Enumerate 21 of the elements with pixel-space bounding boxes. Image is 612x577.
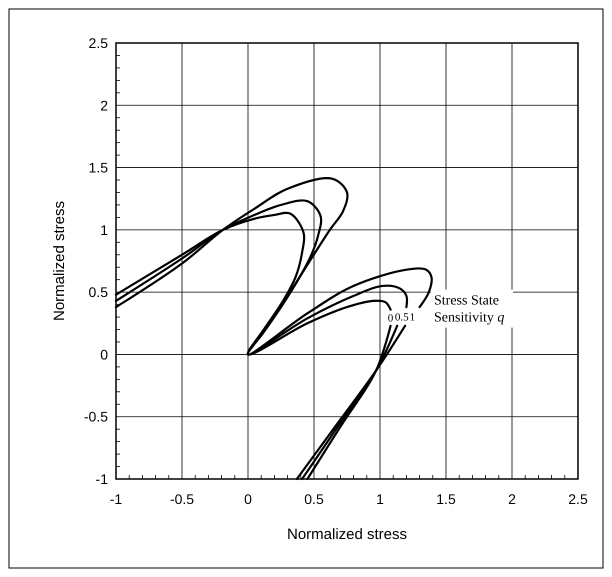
y-tick-label: -0.5 xyxy=(84,408,108,425)
y-tick-label: 0.5 xyxy=(88,284,108,300)
x-tick-label: -0.5 xyxy=(170,491,194,507)
x-axis-title: Normalized stress xyxy=(286,526,408,543)
y-tick-label: 1 xyxy=(100,222,108,238)
x-tick-label: 1 xyxy=(376,491,384,507)
x-tick-label: 0.5 xyxy=(304,491,324,507)
series-label: 0 xyxy=(388,312,394,325)
x-tick-label: 1.5 xyxy=(436,491,456,507)
x-tick-label: 0 xyxy=(244,491,252,507)
y-tick-label: 0 xyxy=(100,346,108,362)
annotation: Stress State Sensitivity q xyxy=(434,294,504,326)
x-tick-label: 2 xyxy=(508,491,516,507)
y-tick-label: -1 xyxy=(96,471,108,487)
y-tick-label: 2 xyxy=(100,97,108,114)
y-tick-label: 1.5 xyxy=(88,160,108,176)
y-axis-title: Normalized stress xyxy=(51,200,68,322)
series-label: 1 xyxy=(410,311,416,324)
x-tick-label: 2.5 xyxy=(568,491,588,507)
y-tick-label: 2.5 xyxy=(88,35,108,51)
series-label: 0.5 xyxy=(394,311,410,324)
